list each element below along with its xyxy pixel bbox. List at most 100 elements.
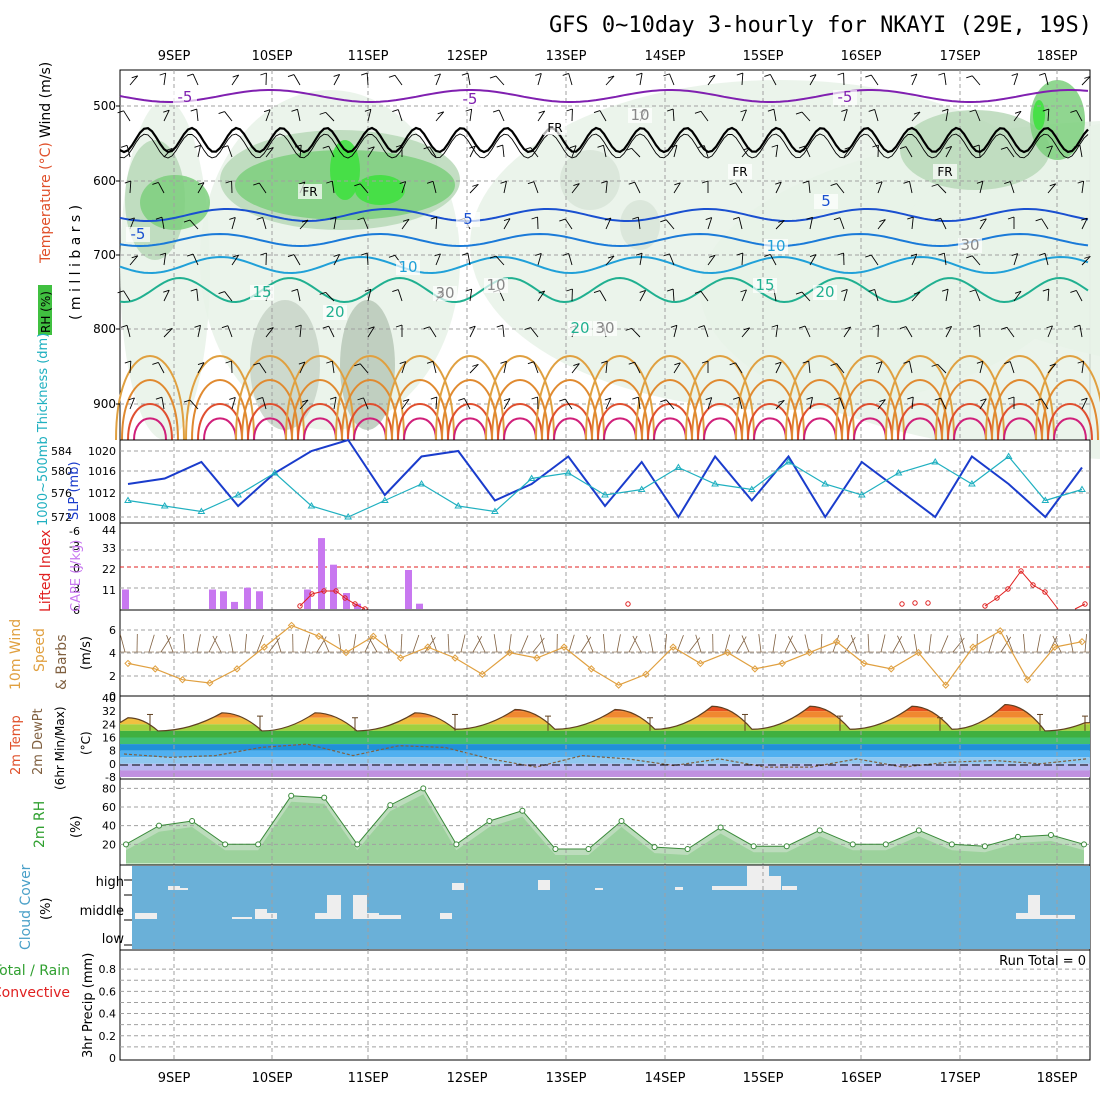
wind-barb — [673, 325, 678, 338]
wind-barb — [126, 145, 131, 158]
temperature-contour — [997, 403, 1043, 441]
wind-barb — [359, 183, 369, 194]
wind-barb — [352, 634, 357, 653]
temperature-contour — [397, 403, 443, 441]
cape-li-panel — [119, 522, 1091, 612]
cloud-block — [232, 917, 252, 919]
bottom-date-label: 10SEP — [252, 1071, 293, 1086]
rh-point — [486, 818, 493, 824]
temperature-contour — [547, 403, 593, 441]
wind-barb-flag — [503, 398, 511, 402]
cloud-block — [747, 866, 769, 890]
wind-barb — [804, 634, 810, 653]
wind-barb — [703, 145, 709, 158]
wind-barb-flag — [667, 288, 674, 292]
upper-air-panel: -5 -5 -5 FR FR FR FR 5 5 -5 10 10 15 15 20 20 20 10 30 30 30… — [115, 69, 1100, 459]
wind-barb-flag — [910, 253, 918, 257]
ylabel-temp-unit: (°C) — [79, 731, 93, 755]
temperature-contour — [403, 417, 437, 441]
wind-barb-flag — [1084, 255, 1091, 259]
temperature-contour — [191, 379, 249, 441]
temperature-contour — [133, 417, 167, 441]
wind-barb — [1036, 634, 1041, 653]
wind-barb-flag — [740, 289, 747, 293]
temperature-contour — [891, 379, 949, 441]
wind-barb — [1081, 256, 1091, 266]
wind-barb-flag — [354, 363, 361, 367]
wind-barb-flag — [635, 72, 643, 76]
wind-barb — [628, 635, 638, 653]
wind-barb-flag — [802, 360, 809, 364]
thickness-point — [307, 502, 316, 509]
wind-speed-line — [127, 624, 1083, 687]
rh-legend-swatch — [38, 285, 52, 335]
wind-barb-flag — [628, 361, 635, 365]
wind-barb-flag — [301, 219, 309, 223]
wind-barb — [304, 634, 311, 653]
wind-barb-flag — [364, 288, 372, 292]
temperature-contour — [241, 379, 299, 441]
wind-barb — [801, 291, 811, 302]
wind-barb-flag — [809, 74, 817, 78]
wind-barb — [603, 634, 606, 653]
tick-label: 900 — [93, 397, 116, 411]
top-date-label: 16SEP — [841, 49, 882, 64]
temperature-contour — [991, 379, 1049, 441]
wind-barb-flag — [500, 360, 507, 364]
upper-axis-titles: RH (%) Temperature (°C) Wind (m/s) ( m i… — [38, 62, 84, 335]
wind-barb — [469, 146, 476, 158]
temperature-contour — [985, 355, 1055, 441]
wind-barb — [669, 253, 675, 266]
wind-barb — [126, 325, 131, 338]
wind-barb — [477, 635, 486, 653]
wind-barb — [741, 635, 750, 653]
wind-barb-flag — [496, 144, 503, 148]
wind-barb — [940, 218, 947, 230]
wind-barb-flag — [333, 253, 340, 257]
run-total: Run Total = 0 — [999, 954, 1086, 969]
wind-barb-flag — [492, 109, 500, 113]
wind-barb-flag — [1035, 398, 1042, 402]
wind-barb — [197, 325, 201, 338]
wind-point — [805, 648, 814, 657]
temperature-contour — [185, 355, 255, 441]
wind-barb-flag — [1081, 397, 1088, 401]
wind-barb — [495, 255, 505, 266]
wind-barb-flag — [152, 181, 159, 185]
wind-barb — [163, 290, 170, 302]
wind-barb-flag — [159, 252, 166, 256]
wind-barb — [979, 361, 984, 374]
wind-barb-flag — [701, 180, 709, 184]
li-tick: -3 — [69, 540, 80, 553]
wind-barb — [430, 634, 438, 653]
contour-label: 30 — [960, 236, 979, 254]
wind-barb-flag — [601, 360, 608, 364]
wind-barb — [265, 147, 274, 158]
wind-barb-flag — [291, 288, 298, 292]
wind-barb-flag — [361, 72, 368, 76]
wind-barb-flag — [674, 362, 681, 366]
wind-barb — [1079, 145, 1083, 158]
wind-barb-flag — [399, 181, 406, 185]
contour-label: 30 — [435, 284, 454, 302]
wind-barb-flag — [872, 144, 879, 148]
wind-barb — [333, 217, 337, 230]
contour-label-bg — [933, 164, 957, 179]
wind-barb — [400, 634, 403, 653]
wind-barb — [469, 289, 473, 302]
wind-barb — [634, 362, 641, 374]
wind-barb — [1047, 325, 1053, 338]
wind-barb — [775, 220, 785, 230]
temp-band — [120, 730, 1090, 738]
wind-barb — [741, 147, 751, 158]
wind-barb-flag — [969, 289, 976, 293]
temperature-contour — [1047, 403, 1093, 441]
wind-barb — [775, 182, 782, 194]
cloud-cover-panel — [119, 864, 1091, 951]
slp-thickness-panel — [119, 438, 1091, 524]
rh-point — [420, 785, 427, 792]
rh-point — [387, 802, 394, 809]
rh-contour-fill — [1033, 100, 1045, 130]
wind-barb — [568, 253, 573, 266]
wind-barb-flag — [1004, 181, 1011, 185]
